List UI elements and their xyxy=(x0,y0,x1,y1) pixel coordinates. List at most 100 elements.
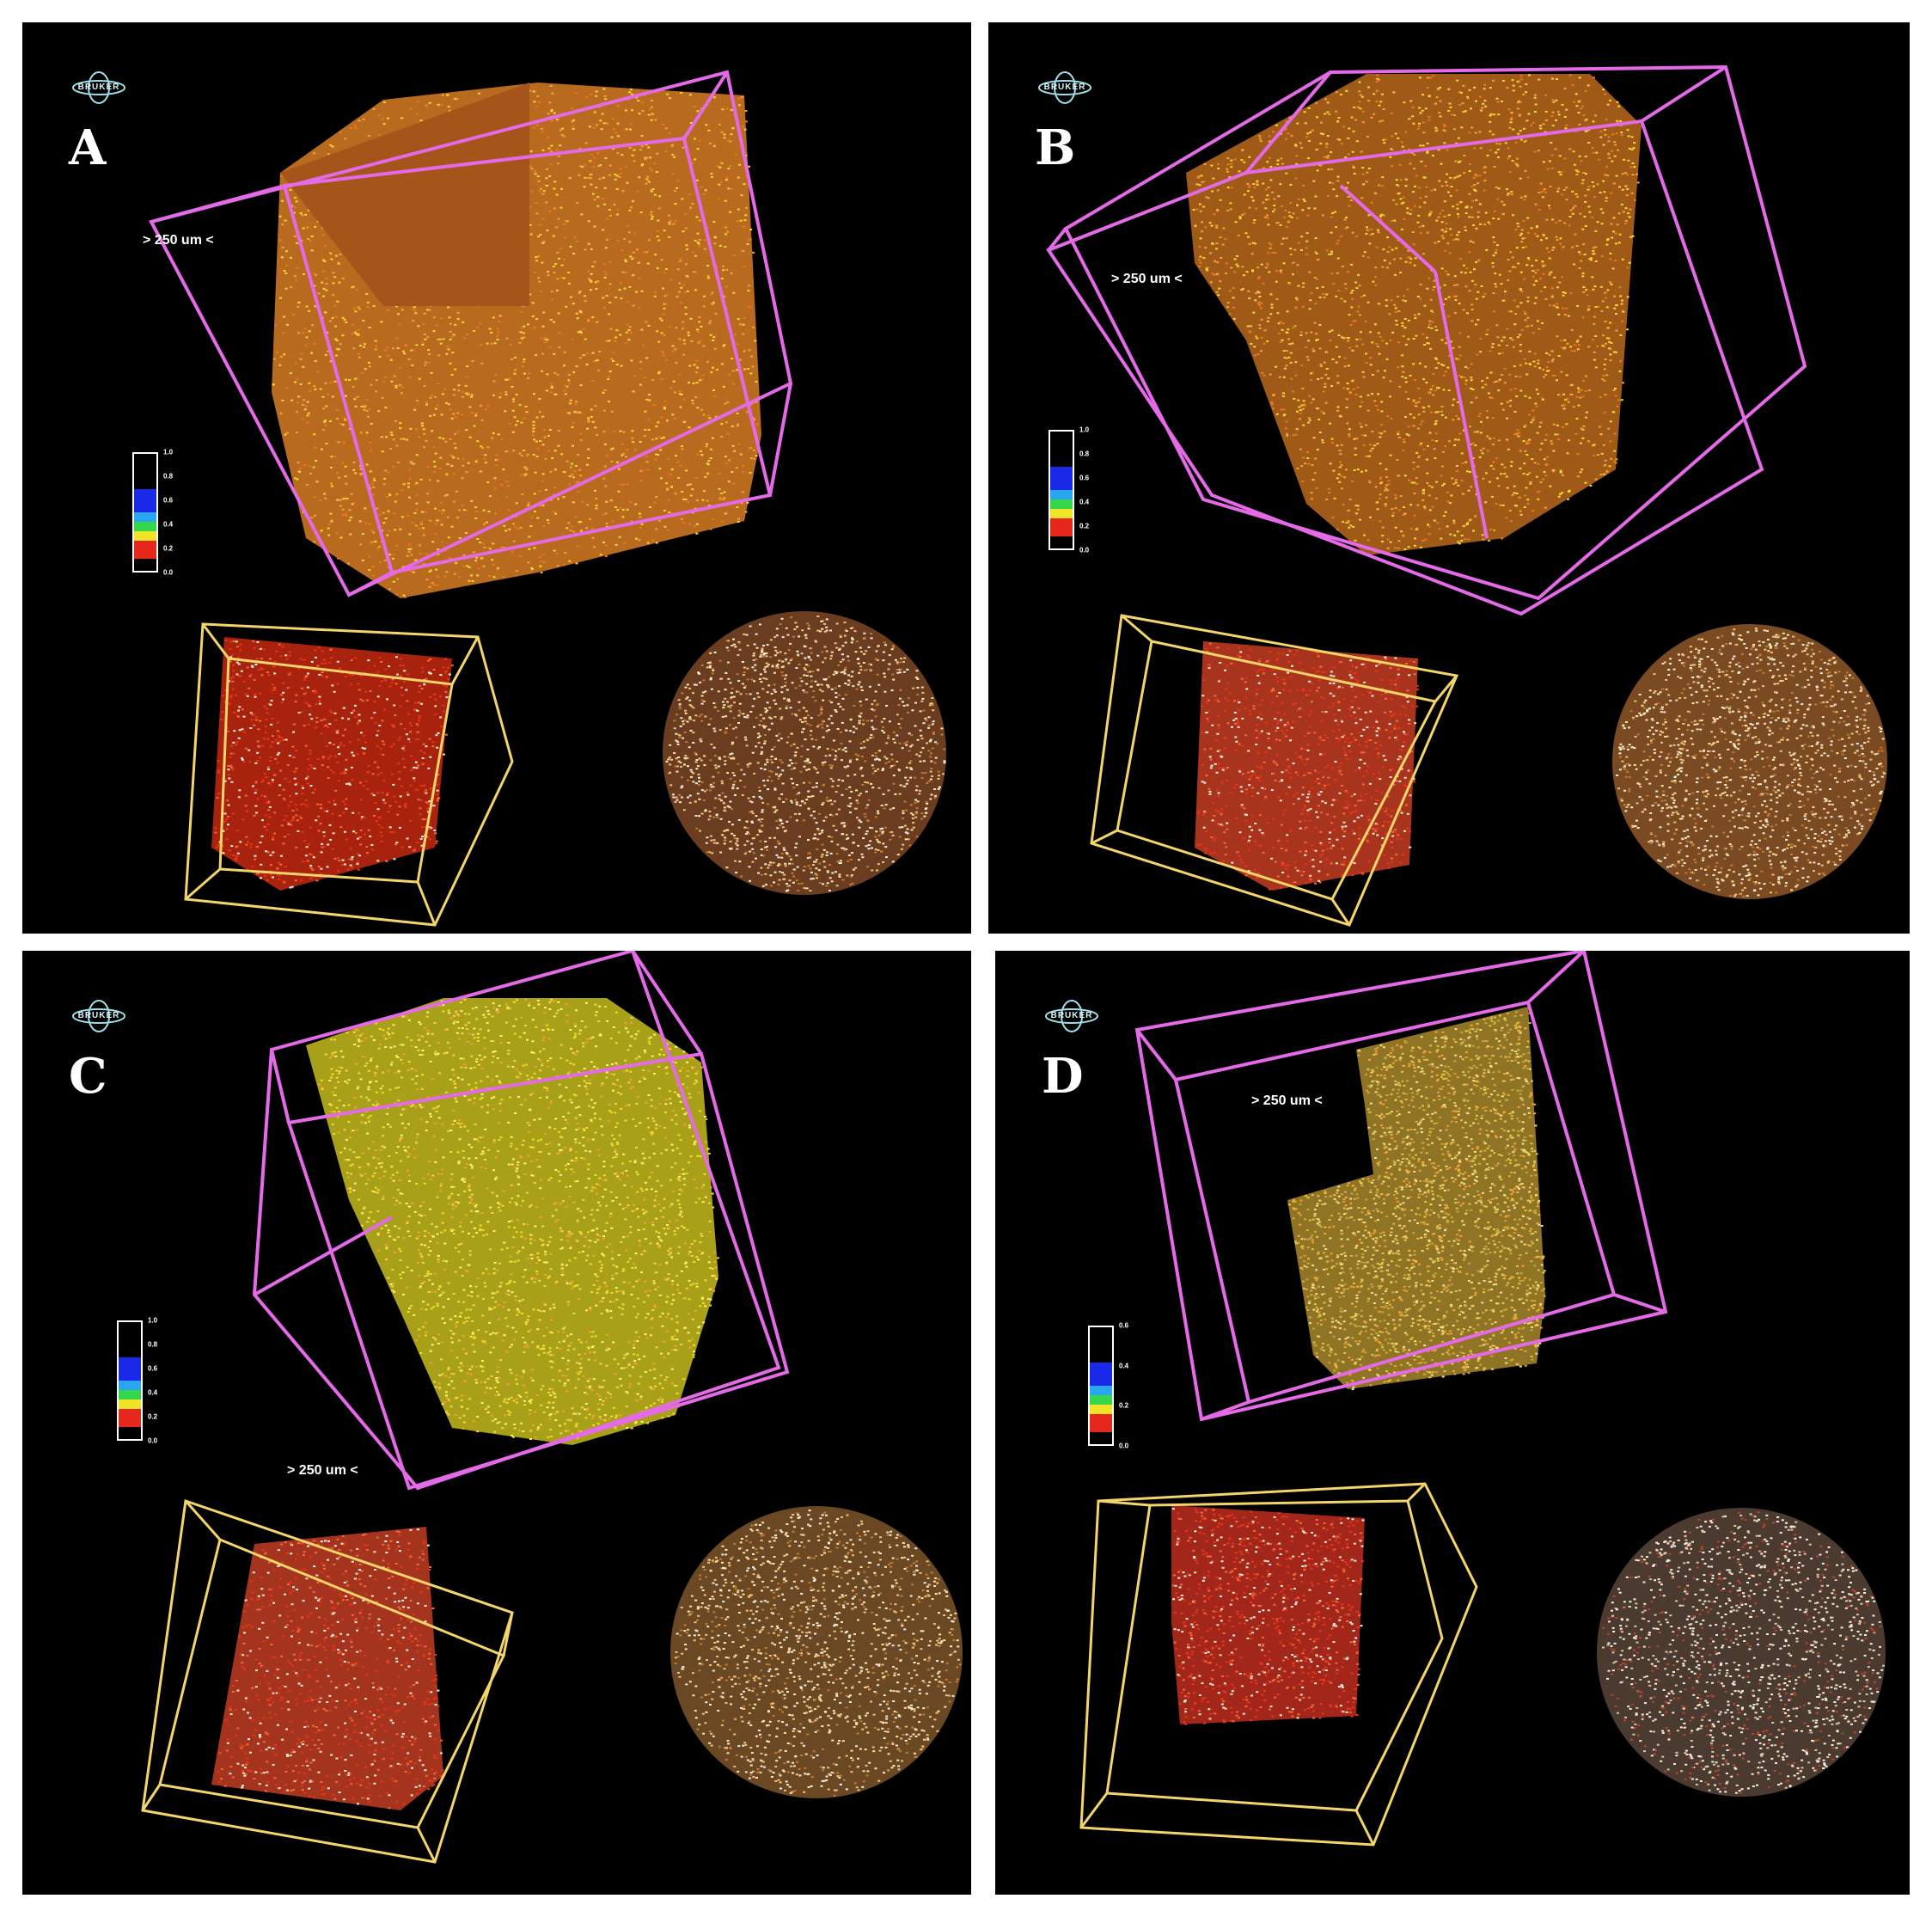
panel-c: BRUKER C > 250 um < 1.0 0.8 0.6 0.4 0.2 0.0 xyxy=(22,951,971,1895)
particle-speckles xyxy=(317,998,720,1444)
inset-particle-cloud xyxy=(211,637,452,891)
color-scale-tick: 0.0 xyxy=(148,1436,158,1445)
color-scale-band xyxy=(1050,508,1073,518)
inset-wireframe-cube xyxy=(184,622,514,927)
panel-label: A xyxy=(69,119,107,176)
cross-section-disc xyxy=(670,1506,963,1798)
color-scale-band xyxy=(1090,1394,1112,1405)
panel-a: BRUKER A > 250 um < 1.0 0.8 0.6 0.4 0.2 0.0 xyxy=(22,22,971,934)
color-scale-tick: 0.2 xyxy=(163,544,174,553)
bruker-logo: BRUKER xyxy=(1040,997,1104,1035)
bruker-logo: BRUKER xyxy=(67,69,131,107)
main-wireframe-cube xyxy=(252,951,790,1491)
color-scale-band xyxy=(119,1389,141,1399)
panel-label: B xyxy=(1035,119,1076,176)
color-scale-band xyxy=(1090,1404,1112,1414)
color-scale-tick: 1.0 xyxy=(1079,426,1090,434)
color-scale-tick: 0.0 xyxy=(1079,546,1090,554)
main-wireframe-cube xyxy=(149,70,793,597)
color-scale-tick: 0.4 xyxy=(1079,498,1090,506)
color-scale-band xyxy=(134,530,156,541)
color-scale-tick: 0.6 xyxy=(1119,1321,1129,1330)
color-scale-strip xyxy=(132,452,158,573)
disc-speckles xyxy=(674,1510,962,1797)
color-scale-band xyxy=(134,512,156,522)
main-wireframe-cube xyxy=(1134,951,1668,1422)
color-scale-band xyxy=(119,1381,141,1390)
color-scale-band xyxy=(134,454,156,489)
color-scale-band xyxy=(1050,466,1073,490)
panel-b-render xyxy=(1045,64,1887,927)
inset-wireframe-cube xyxy=(141,1498,514,1864)
particle-speckles xyxy=(214,640,454,889)
color-scale-tick: 0.4 xyxy=(1119,1362,1129,1370)
panel-a-render xyxy=(149,70,946,927)
disc-speckles xyxy=(1602,1511,1885,1794)
color-scale-band xyxy=(134,559,156,571)
bruker-logo-icon xyxy=(72,71,125,104)
color-scale-band xyxy=(1090,1413,1112,1433)
panel-label: D xyxy=(1042,1048,1084,1105)
scale-label: > 250 um < xyxy=(1111,272,1183,286)
panel-d-render xyxy=(1079,951,1886,1847)
color-scale-band xyxy=(1090,1432,1112,1444)
bruker-logo-text: BRUKER xyxy=(1043,83,1086,92)
bruker-logo-text: BRUKER xyxy=(77,83,120,92)
color-scale-bar: 1.0 0.8 0.6 0.4 0.2 0.0 xyxy=(1049,426,1117,554)
color-scale-bar: 1.0 0.8 0.6 0.4 0.2 0.0 xyxy=(117,1316,186,1445)
color-scale-band xyxy=(1050,518,1073,537)
bruker-logo: BRUKER xyxy=(1033,69,1097,107)
color-scale-band xyxy=(119,1322,141,1357)
main-wireframe-cube xyxy=(1045,64,1807,616)
cross-section-disc xyxy=(1612,624,1887,899)
color-scale-band xyxy=(1050,536,1073,548)
color-scale-band xyxy=(1090,1327,1112,1363)
disc-speckles xyxy=(1616,628,1886,897)
color-scale-band xyxy=(134,540,156,560)
panel-label: C xyxy=(69,1048,107,1105)
color-scale-strip xyxy=(1049,430,1074,550)
particle-speckles xyxy=(1171,1508,1365,1725)
color-scale-tick: 0.8 xyxy=(163,472,174,481)
inset-particle-cloud xyxy=(1171,1505,1365,1724)
inset-wireframe-cube xyxy=(1079,1482,1478,1847)
bruker-logo-icon xyxy=(1038,71,1091,104)
color-scale-band xyxy=(1050,490,1073,499)
main-particle-cloud xyxy=(1287,1007,1545,1389)
color-scale-tick: 1.0 xyxy=(148,1316,158,1325)
inset-wireframe-cube xyxy=(1090,614,1459,927)
panel-d: BRUKER D > 250 um < 0.6 0.4 0.2 0.0 xyxy=(995,951,1910,1895)
bruker-logo-text: BRUKER xyxy=(77,1011,120,1020)
color-scale-tick: 0.6 xyxy=(163,496,174,505)
inset-particle-cloud xyxy=(1195,641,1418,891)
bruker-logo-icon xyxy=(72,1000,125,1032)
color-scale-tick: 0.2 xyxy=(148,1412,158,1421)
color-scale-tick: 0.2 xyxy=(1079,522,1090,530)
color-scale-strip xyxy=(117,1320,143,1441)
cross-section-disc xyxy=(663,611,946,895)
bruker-logo: BRUKER xyxy=(67,997,131,1035)
scale-label: > 250 um < xyxy=(287,1463,358,1478)
color-scale-band xyxy=(119,1408,141,1428)
color-scale-tick: 0.6 xyxy=(148,1364,158,1373)
particle-speckles xyxy=(1196,642,1419,891)
cross-section-disc xyxy=(1597,1508,1886,1797)
disc-speckles xyxy=(665,616,946,892)
color-scale-band xyxy=(119,1357,141,1381)
color-scale-tick: 0.2 xyxy=(1119,1401,1129,1410)
color-scale-tick: 1.0 xyxy=(163,448,174,456)
color-scale-band xyxy=(1090,1362,1112,1386)
color-scale-tick: 0.4 xyxy=(148,1388,158,1397)
color-scale-tick: 0.4 xyxy=(163,520,174,529)
panel-c-render xyxy=(141,951,963,1864)
color-scale-band xyxy=(1090,1386,1112,1395)
scale-label: > 250 um < xyxy=(1251,1093,1323,1108)
particle-speckles xyxy=(1287,1011,1546,1391)
color-scale-tick: 0.8 xyxy=(1079,450,1090,458)
color-scale-band xyxy=(1050,499,1073,509)
color-scale-band xyxy=(134,521,156,531)
color-scale-tick: 0.8 xyxy=(148,1340,158,1349)
color-scale-tick: 0.0 xyxy=(163,568,174,577)
color-scale-tick: 0.6 xyxy=(1079,474,1090,482)
color-scale-band xyxy=(119,1427,141,1439)
